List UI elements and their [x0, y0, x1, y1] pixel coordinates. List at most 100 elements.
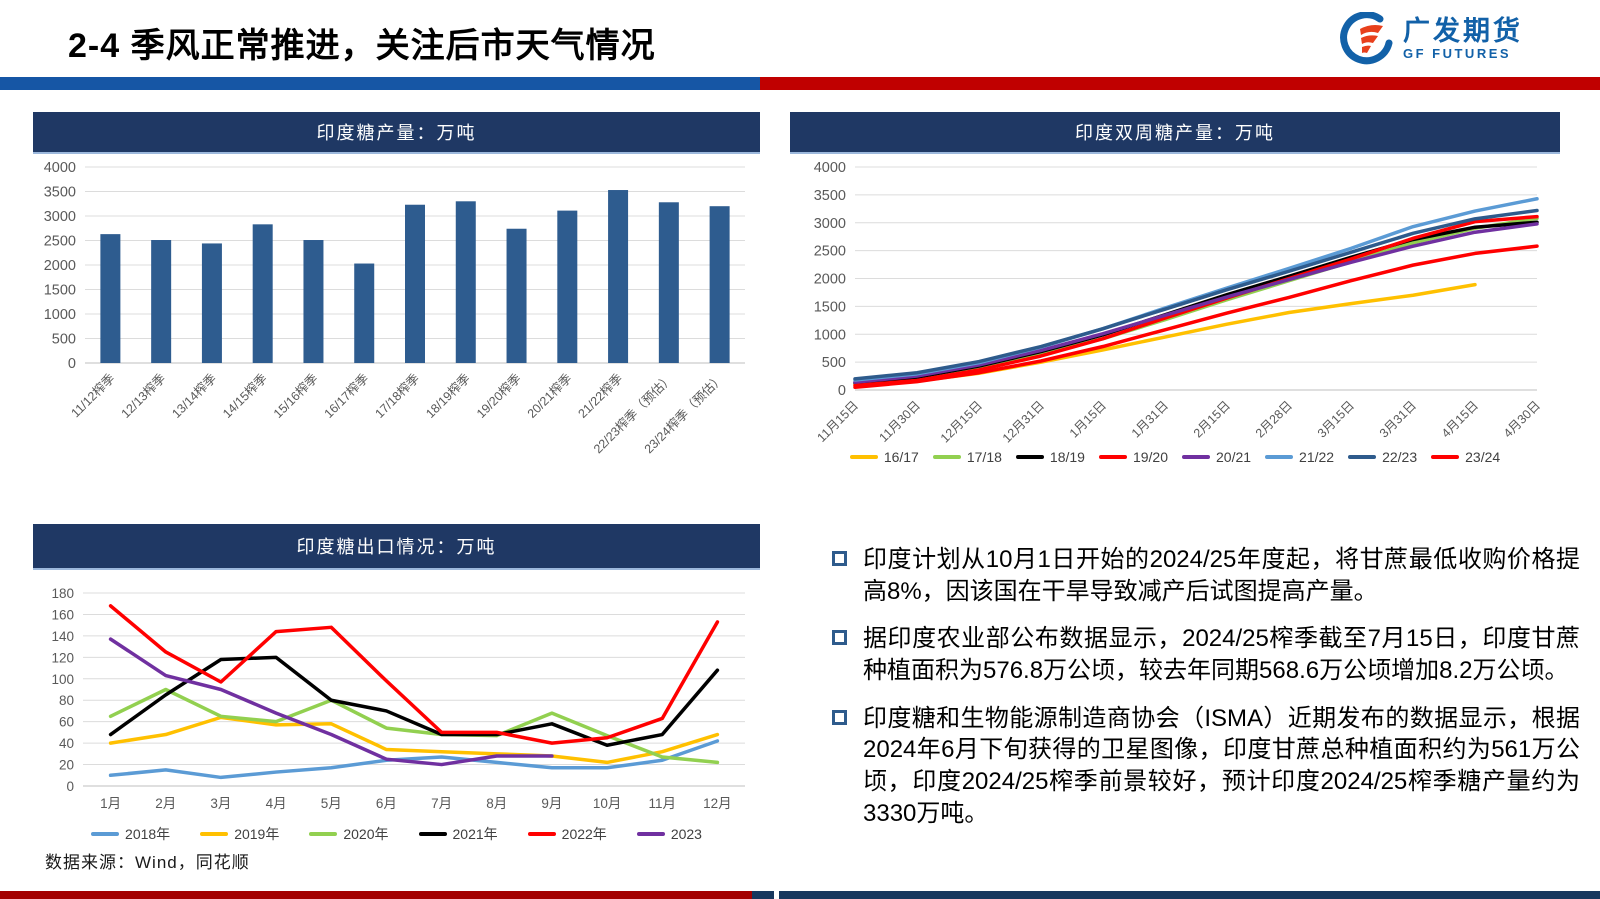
legend-item-2020年: 2020年 — [309, 824, 389, 844]
legend-label: 17/18 — [966, 449, 1002, 465]
y-tick-label: 4000 — [44, 160, 76, 176]
note-text-2: 据印度农业部公布数据显示，2024/25榨季截至7月15日，印度甘蔗种植面积为5… — [863, 625, 1580, 685]
y-tick-label: 20 — [59, 758, 74, 773]
x-tick-label: 2月 — [155, 796, 176, 811]
export-line-chart: 0 20 40 60 80 100 120 140 160 180 1月 2月 3月 4月 5月 6月 7月 8月… — [51, 586, 745, 811]
legend-label: 2019年 — [234, 826, 280, 842]
y-tick-label: 120 — [51, 650, 74, 665]
page-title: 2-4 季风正常推进，关注后市天气情况 — [68, 27, 656, 65]
y-tick-label: 140 — [51, 629, 74, 644]
bar — [658, 202, 679, 363]
series-line-22/23 — [853, 208, 1539, 381]
note-item-3: 印度糖和生物能源制造商协会（ISMA）近期发布的数据显示，根据2024年6月下旬… — [832, 703, 1580, 830]
series-line-2021年 — [108, 655, 720, 748]
biweekly-chart-panel: 印度双周糖产量：万吨 0 500 1000 1500 2000 2500 3000 3500 4… — [790, 112, 1560, 465]
legend-item-22/23: 22/23 — [1348, 449, 1417, 465]
x-tick-label: 10月 — [593, 796, 622, 811]
legend-swatch — [1265, 455, 1294, 459]
x-tick-label: 15/16榨季 — [270, 370, 321, 421]
logo-cn-text: 广发期货 — [1403, 15, 1523, 46]
biweekly-legend: 16/17 17/18 18/19 19/20 20/21 21/22 22/23 23/24 — [790, 449, 1560, 465]
legend-item-2018年: 2018年 — [91, 824, 170, 844]
bar — [303, 240, 324, 363]
x-tick-label: 2月28日 — [1253, 398, 1295, 440]
legend-label: 2020年 — [343, 826, 389, 842]
legend-swatch — [309, 832, 338, 836]
x-tick-label: 9月 — [541, 796, 562, 811]
x-tick-label: 16/17榨季 — [321, 370, 372, 421]
bar — [608, 190, 629, 363]
x-tick-label: 4月 — [266, 796, 287, 811]
legend-swatch — [1015, 455, 1044, 459]
y-tick-label: 2000 — [44, 258, 76, 274]
biweekly-plot-area: 0 500 1000 1500 2000 2500 3000 3500 4000 11月15日 11… — [790, 152, 1560, 447]
y-tick-label: 180 — [51, 586, 74, 601]
footer-rule-navy-small — [752, 891, 774, 899]
gf-futures-logo: 广发期货 GF FUTURES — [1340, 12, 1523, 66]
x-tick-label: 4月30日 — [1501, 398, 1543, 440]
y-tick-label: 40 — [59, 736, 74, 751]
y-tick-label: 2000 — [814, 272, 846, 288]
x-tick-label: 17/18榨季 — [372, 370, 423, 421]
y-tick-label: 0 — [66, 779, 74, 794]
y-tick-label: 1500 — [814, 299, 846, 315]
footer-rule-red — [0, 891, 752, 899]
y-tick-label: 2500 — [44, 234, 76, 250]
x-tick-label: 7月 — [431, 796, 452, 811]
legend-label: 2022年 — [561, 826, 607, 842]
series-line-2020年 — [108, 687, 720, 765]
y-tick-label: 1000 — [44, 307, 76, 323]
logo-en-text: GF FUTURES — [1403, 46, 1512, 62]
square-bullet-icon — [832, 551, 847, 566]
production-chart-panel: 印度糖产量：万吨 0 500 1000 1500 2000 2500 3000 3500 400… — [33, 112, 760, 479]
y-tick-label: 3000 — [814, 216, 846, 232]
x-tick-label: 20/21榨季 — [524, 370, 575, 421]
legend-item-20/21: 20/21 — [1182, 449, 1251, 465]
legend-label: 20/21 — [1216, 449, 1252, 465]
legend-item-2022年: 2022年 — [527, 824, 607, 844]
x-tick-label: 11月 — [648, 796, 676, 811]
series-line-20/21 — [853, 222, 1539, 384]
legend-label: 22/23 — [1382, 449, 1418, 465]
series-line-2018年 — [108, 739, 720, 780]
legend-item-19/20: 19/20 — [1098, 449, 1168, 465]
footer-rule-navy — [779, 891, 1600, 899]
legend-swatch — [1098, 455, 1127, 459]
legend-item-18/19: 18/19 — [1015, 449, 1085, 465]
series-line-18/19 — [853, 220, 1539, 385]
y-tick-label: 1500 — [44, 283, 76, 299]
bar — [506, 228, 527, 363]
y-tick-label: 500 — [822, 355, 846, 371]
x-tick-label: 12月 — [703, 796, 732, 811]
x-tick-label: 8月 — [486, 796, 507, 811]
bar — [709, 206, 730, 363]
data-source-note: 数据来源：Wind，同花顺 — [45, 853, 250, 872]
bar — [201, 243, 222, 363]
series-line-23/24 — [853, 244, 1539, 389]
export-plot-area: 0 20 40 60 80 100 120 140 160 180 1月 2月 3月 4月 5月 6月 7月 8月… — [33, 568, 760, 818]
legend-item-17/18: 17/18 — [932, 449, 1002, 465]
series-line-21/22 — [853, 197, 1539, 382]
x-tick-label: 21/22榨季 — [575, 370, 626, 421]
x-tick-label: 12月31日 — [1000, 398, 1047, 445]
y-tick-label: 3500 — [814, 188, 846, 204]
legend-swatch — [527, 832, 556, 836]
legend-label: 2023 — [670, 826, 702, 842]
legend-swatch — [849, 455, 878, 459]
legend-swatch — [91, 832, 120, 836]
x-tick-label: 5月 — [321, 796, 342, 811]
legend-swatch — [636, 832, 665, 836]
production-plot-area: 0 500 1000 1500 2000 2500 3000 3500 4000 11/12榨季 1… — [33, 152, 760, 479]
legend-label: 18/19 — [1049, 449, 1085, 465]
x-tick-label: 11月15日 — [815, 398, 862, 445]
legend-swatch — [1182, 455, 1210, 459]
y-tick-label: 100 — [51, 672, 74, 687]
bar — [252, 224, 273, 363]
bar — [354, 263, 375, 363]
x-tick-label: 19/20榨季 — [473, 370, 524, 421]
logo-text: 广发期货 GF FUTURES — [1403, 15, 1523, 62]
y-tick-label: 0 — [68, 356, 76, 372]
y-tick-label: 4000 — [814, 160, 846, 176]
square-bullet-icon — [832, 630, 847, 646]
y-tick-label: 1000 — [814, 327, 846, 343]
